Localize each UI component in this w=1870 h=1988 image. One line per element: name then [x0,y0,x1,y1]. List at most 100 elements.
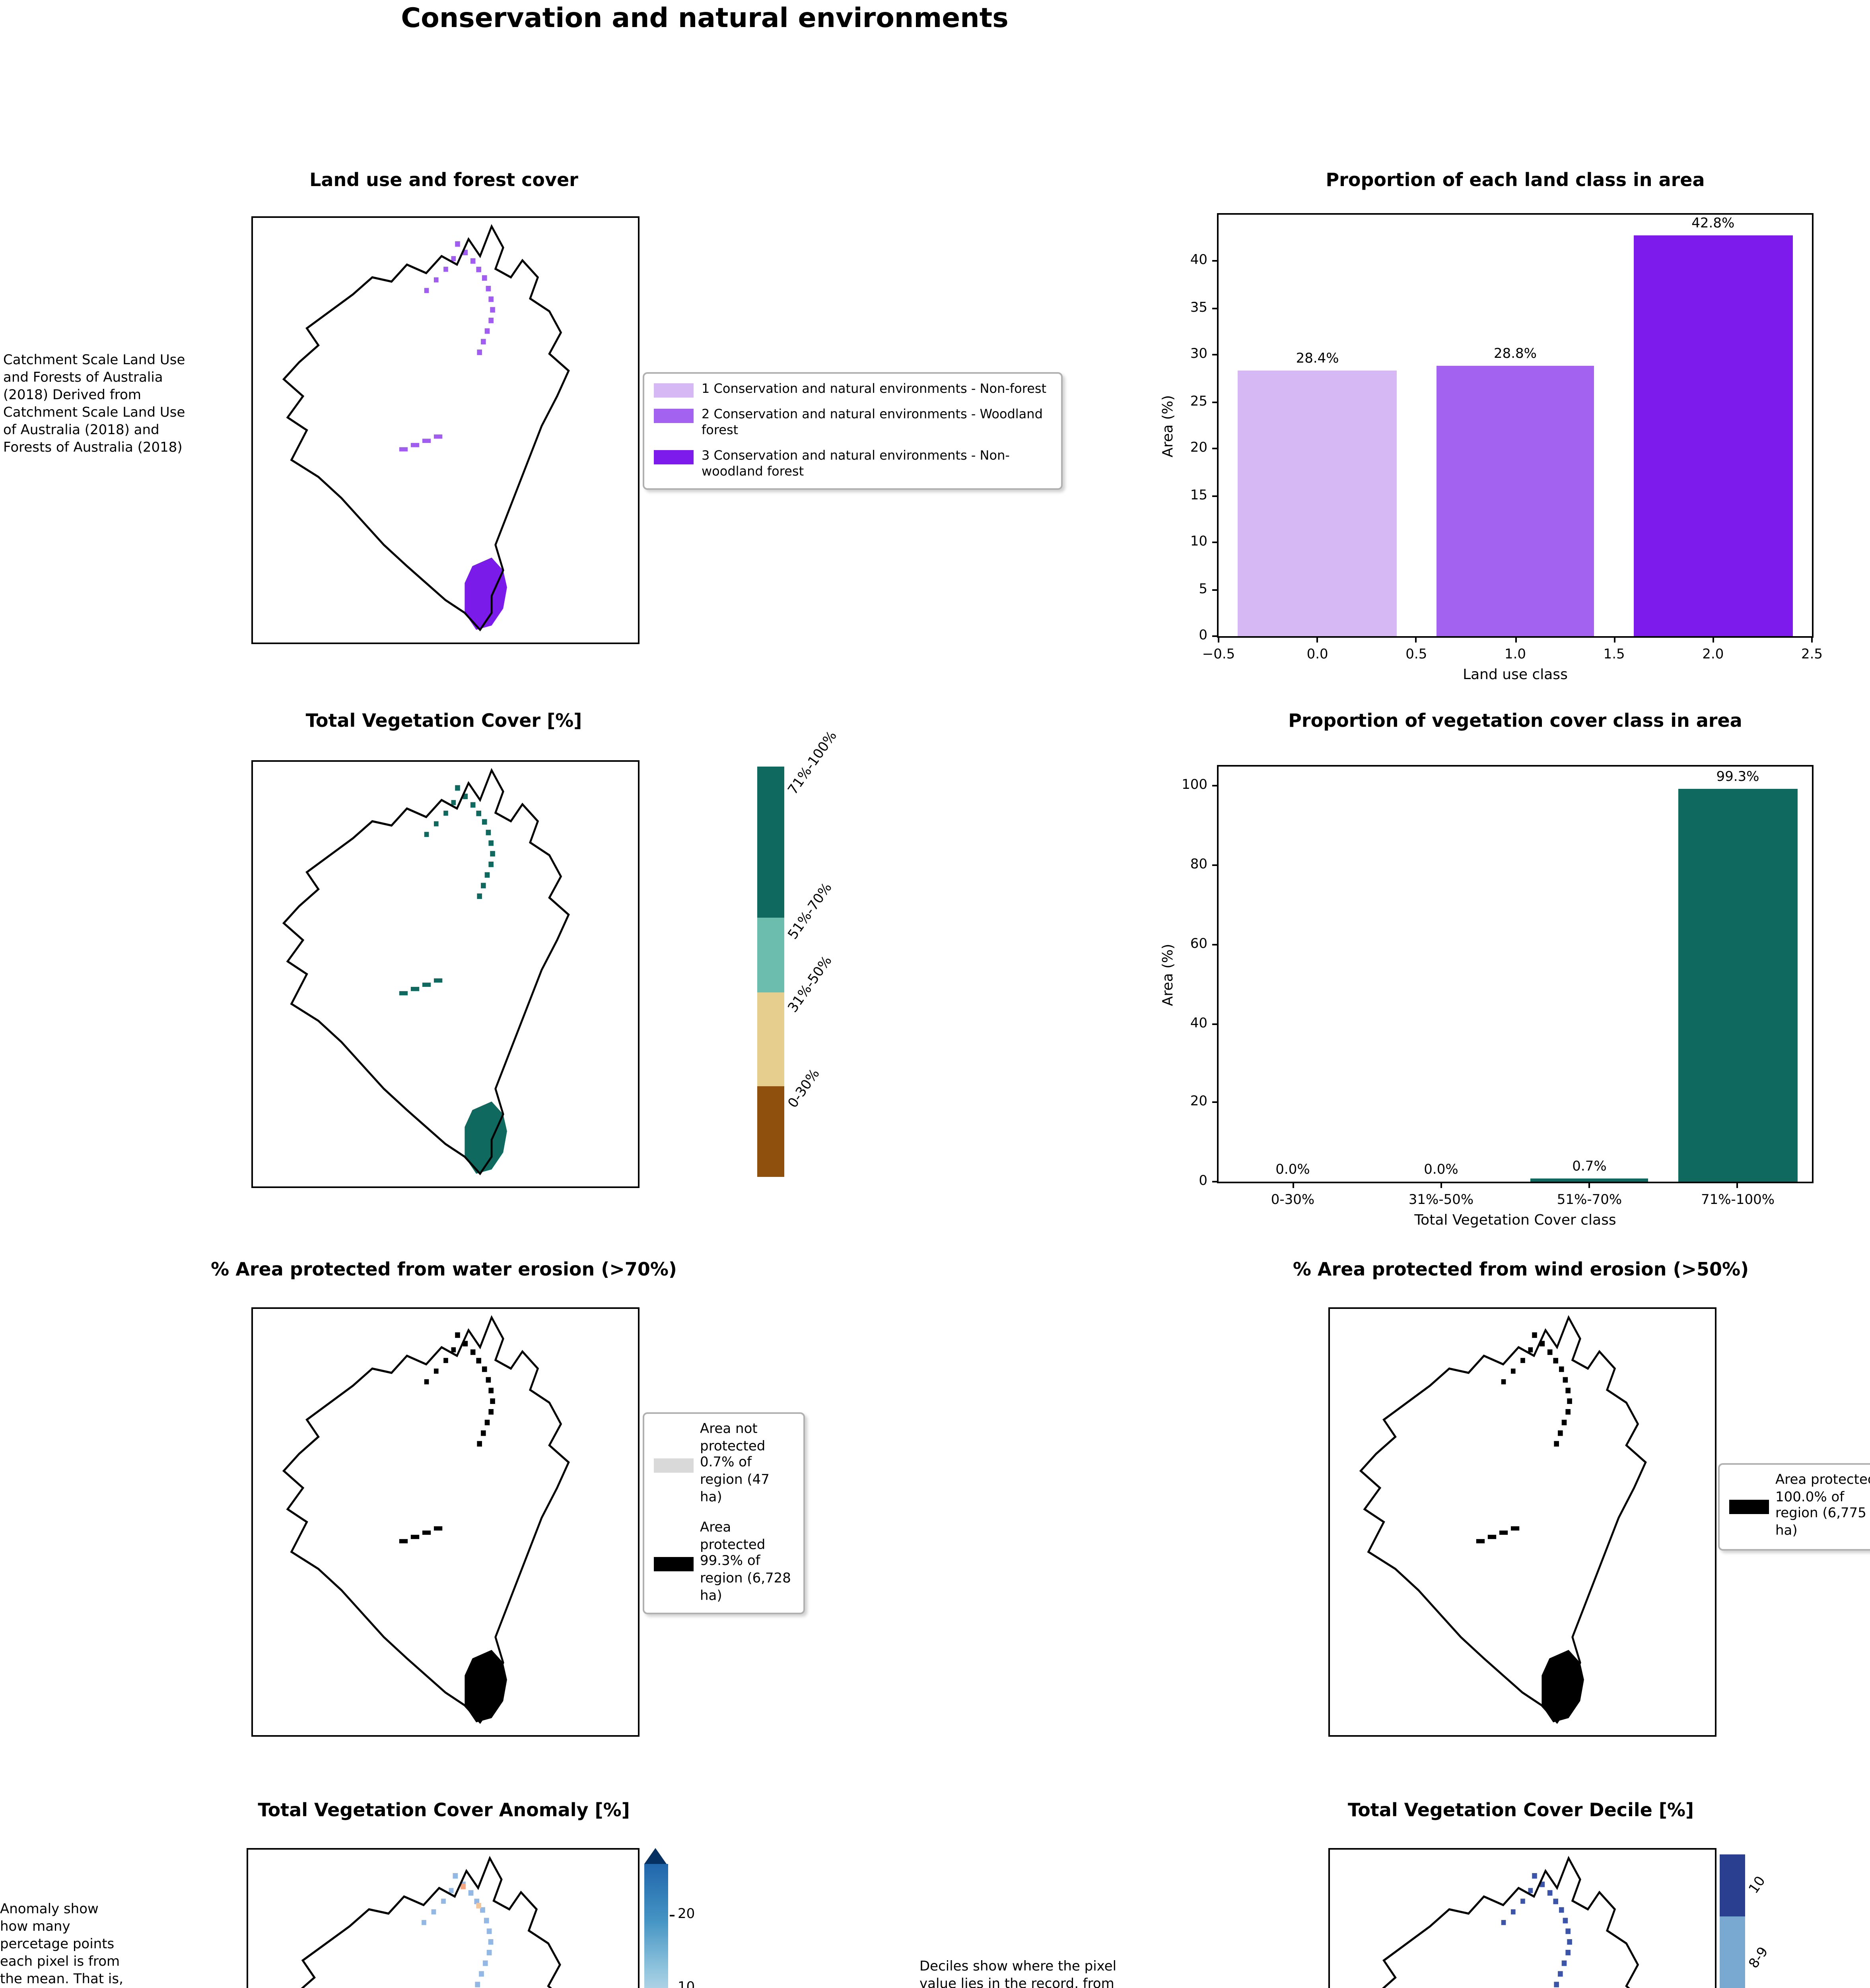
legend-label: Area protected 99.3% of region (6,728 ha… [700,1520,791,1604]
y-tick-mark [1212,448,1219,450]
x-tick-label: 31%-50% [1408,1193,1474,1209]
decile-map [1328,1848,1716,1988]
veg-class-bar-chart: Area (%) 0 20 40 60 80 100 0.0% 0.0% 0.7% 99.3% 0-… [1161,765,1814,1229]
anomaly-title-text: Total Vegetation Cover Anomaly [%] [258,1799,630,1821]
decile-title-text: Total Vegetation Cover Decile [%] [1347,1799,1694,1821]
land-class-plot-area: 0 5 10 15 20 25 30 35 40 28.4% 28.8% 42.8% −0.5 0.0 0.… [1190,213,1823,663]
legend-label: 2 Conservation and natural environments … [702,407,1043,437]
y-tick-mark [1212,635,1219,637]
x-axis-label: Land use class [1463,668,1568,684]
colorbar-tick-label: 20 [678,1907,695,1923]
legend-swatch [654,383,694,398]
land-use-map-canvas [253,218,638,643]
y-tick-mark [1212,785,1219,787]
bar [1530,1179,1649,1182]
wind-erosion-map-title: % Area protected from wind erosion (>50%… [1293,1258,1749,1280]
y-tick-mark [1212,354,1219,356]
water-erosion-map-canvas [253,1309,638,1735]
colorbar-tick-label: 31%-50% [785,953,836,1016]
x-tick-label: 2.0 [1702,647,1724,663]
land-use-map-title: Land use and forest cover [251,169,636,191]
y-tick-mark [1212,260,1219,262]
land-use-map [251,216,640,644]
colorbar-tick-label: 10 [678,1980,695,1988]
legend-item: Area not protected 0.7% of region (47 ha… [654,1422,794,1507]
land-class-chart-title-text: Proportion of each land class in area [1326,169,1705,191]
colorbar-over-arrow [644,1848,667,1864]
wind-erosion-legend: Area protected 100.0% of region (6,775 h… [1718,1463,1870,1550]
x-tick-label: 1.5 [1603,647,1625,663]
legend-item: Area protected 99.3% of region (6,728 ha… [654,1521,794,1606]
land-use-pixel-specks [399,241,495,452]
anomaly-explainer-note: Anomaly show how many percetage points e… [0,1902,123,1988]
y-tick-label: 20 [1190,1095,1207,1111]
veg-cover-colorbar [757,767,784,1177]
veg-cover-map-title: Total Vegetation Cover [%] [251,709,636,732]
legend-label: 1 Conservation and natural environments … [702,382,1047,396]
legend-swatch [654,1556,694,1571]
bar [1678,789,1797,1182]
catchment-outline [284,1317,568,1722]
decile-colorbar [1720,1854,1745,1988]
colorbar-segment [757,767,784,918]
catchment-outline [284,770,568,1174]
y-tick-mark [1212,1023,1219,1025]
bar-value-label: 28.4% [1296,351,1339,367]
legend-label: Area protected 100.0% of region (6,775 h… [1775,1473,1870,1540]
catchment-outline [284,226,568,630]
anomaly-map-canvas [248,1850,638,1988]
land-use-map-title-text: Land use and forest cover [309,169,578,191]
x-tick-label: 2.5 [1801,647,1823,663]
y-tick-label: 0 [1199,628,1207,644]
decile-map-title: Total Vegetation Cover Decile [%] [1328,1799,1713,1821]
bar-value-label: 0.7% [1572,1160,1607,1176]
y-tick-mark [1212,1181,1219,1182]
veg-cover-map [251,760,640,1188]
x-tick-label: 51%-70% [1557,1193,1622,1209]
x-tick-label: −0.5 [1202,647,1235,663]
legend-swatch [1729,1500,1769,1514]
decile-explainer-note: Deciles show where the pixel value lies … [919,1959,1117,1988]
y-tick-mark [1212,864,1219,866]
x-tick-label: 0.0 [1306,647,1328,663]
y-tick-label: 20 [1190,441,1207,457]
y-tick-label: 15 [1190,487,1207,504]
colorbar-segment [1720,1854,1745,1916]
x-tick-mark [1440,1182,1442,1188]
y-tick-mark [1212,542,1219,544]
wind-erosion-pixel-specks [1476,1332,1572,1543]
decile-map-canvas [1330,1850,1715,1988]
y-tick-label: 100 [1182,778,1207,794]
legend-item: Area protected 100.0% of region (6,775 h… [1729,1473,1870,1540]
legend-item: 1 Conservation and natural environments … [654,382,1052,398]
x-tick-mark [1811,636,1813,643]
legend-label: Area not protected 0.7% of region (47 ha… [700,1422,770,1505]
x-tick-mark [1588,1182,1590,1188]
veg-class-chart-title: Proportion of vegetation cover class in … [1217,709,1814,732]
bar-value-label: 0.0% [1275,1163,1310,1178]
bar-value-label: 99.3% [1716,770,1759,786]
x-tick-label: 0.5 [1405,647,1427,663]
water-erosion-pixel-specks [399,1332,495,1543]
colorbar-segment [757,918,784,992]
anomaly-map-title: Total Vegetation Cover Anomaly [%] [251,1799,636,1821]
bar [1634,235,1792,636]
veg-cover-map-title-text: Total Vegetation Cover [%] [305,709,582,732]
bar [1436,366,1594,636]
legend-item: 3 Conservation and natural environments … [654,448,1052,480]
legend-label: 3 Conservation and natural environments … [702,448,1010,479]
legend-swatch [654,409,694,423]
y-tick-mark [1212,588,1219,590]
y-tick-label: 35 [1190,300,1207,316]
wind-erosion-title-text: % Area protected from wind erosion (>50%… [1293,1258,1749,1280]
bar [1238,370,1397,636]
veg-class-chart-title-text: Proportion of vegetation cover class in … [1288,709,1742,732]
y-tick-label: 40 [1190,253,1207,270]
x-tick-mark [1415,636,1417,643]
water-erosion-legend: Area not protected 0.7% of region (47 ha… [643,1412,805,1615]
land-use-source-note: Catchment Scale Land Use and Forests of … [3,353,185,457]
bar-value-label: 42.8% [1691,216,1735,232]
land-class-chart-title: Proportion of each land class in area [1217,169,1814,191]
x-tick-label: 0-30% [1271,1193,1315,1209]
